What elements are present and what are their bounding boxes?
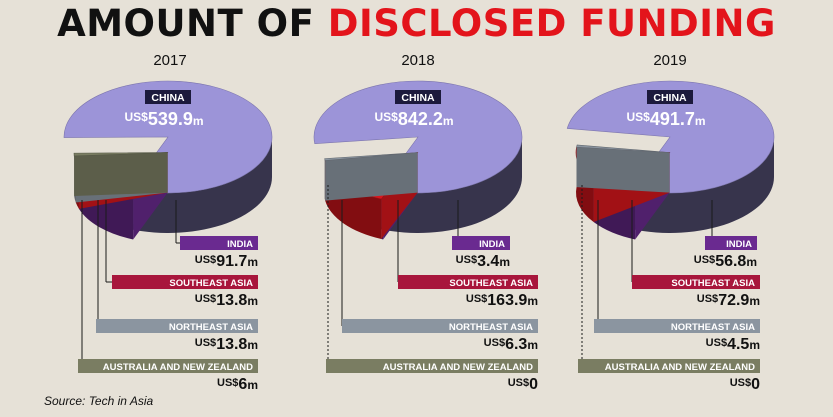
label-box-northeast-asia	[594, 319, 760, 333]
slice-side-china	[379, 137, 522, 233]
label-india: INDIA	[726, 239, 752, 250]
slice-northeast-asia	[324, 152, 418, 161]
slice-china	[63, 80, 273, 194]
slice-china	[566, 80, 775, 194]
slice-wall-northeast-asia	[576, 147, 670, 193]
value-southeast-asia: US$13.8m	[195, 292, 258, 309]
label-box-india	[180, 236, 258, 250]
label-box-anz	[78, 359, 258, 373]
label-box-china	[145, 90, 191, 104]
value-india: US$3.4m	[456, 253, 510, 270]
value-anz: US$0	[508, 376, 538, 393]
value-northeast-asia: US$6.3m	[484, 336, 538, 353]
pie-chart-2017: CHINA US$539.9m INDIA US$91.7m SOUTHEAST ASI…	[63, 80, 273, 393]
label-india: INDIA	[227, 239, 253, 250]
chart-title: AMOUNT OF DISCLOSED FUNDING	[0, 2, 833, 45]
value-northeast-asia: US$13.8m	[195, 336, 258, 353]
year-label-2017: 2017	[153, 52, 187, 69]
slice-anz	[73, 152, 168, 157]
slice-northeast-asia	[576, 144, 670, 153]
label-box-india	[705, 236, 757, 250]
pie-chart-2019: CHINA US$491.7m INDIA US$56.8m SOUTHEAST ASI…	[566, 80, 775, 393]
value-china: US$539.9m	[124, 109, 203, 129]
label-china: CHINA	[653, 92, 687, 104]
value-anz: US$0	[730, 376, 760, 393]
label-southeast-asia: SOUTHEAST ASIA	[169, 278, 253, 289]
source-note: Source: Tech in Asia	[44, 394, 154, 408]
slice-wall-northeast-asia	[325, 152, 418, 201]
label-india: INDIA	[479, 239, 505, 250]
year-label-2018: 2018	[401, 52, 435, 69]
value-northeast-asia: US$4.5m	[706, 336, 760, 353]
value-china: US$491.7m	[626, 109, 705, 129]
label-anz: AUSTRALIA AND NEW ZEALAND	[383, 362, 533, 373]
slice-side-china	[631, 137, 774, 234]
label-box-southeast-asia	[112, 275, 258, 289]
label-box-southeast-asia	[632, 275, 760, 289]
label-china: CHINA	[401, 92, 435, 104]
label-anz: AUSTRALIA AND NEW ZEALAND	[103, 362, 253, 373]
label-box-anz	[326, 359, 538, 373]
label-box-china	[395, 90, 441, 104]
value-southeast-asia: US$163.9m	[466, 292, 538, 309]
slice-side-northeast-asia	[324, 158, 326, 201]
slice-side-china	[129, 137, 272, 234]
label-northeast-asia: NORTHEAST ASIA	[169, 322, 253, 333]
slice-china	[313, 80, 523, 194]
value-china: US$842.2m	[374, 109, 453, 129]
year-label-2019: 2019	[653, 52, 687, 69]
label-northeast-asia: NORTHEAST ASIA	[671, 322, 755, 333]
slice-wall-anz	[74, 152, 168, 196]
label-southeast-asia: SOUTHEAST ASIA	[671, 278, 755, 289]
label-box-northeast-asia	[96, 319, 258, 333]
label-southeast-asia: SOUTHEAST ASIA	[449, 278, 533, 289]
value-anz: US$6m	[217, 376, 258, 393]
label-anz: AUSTRALIA AND NEW ZEALAND	[605, 362, 755, 373]
label-box-india	[452, 236, 510, 250]
label-northeast-asia: NORTHEAST ASIA	[449, 322, 533, 333]
label-box-anz	[578, 359, 760, 373]
title-part-2: DISCLOSED FUNDING	[327, 2, 776, 45]
value-southeast-asia: US$72.9m	[697, 292, 760, 309]
label-china: CHINA	[151, 92, 185, 104]
value-india: US$91.7m	[195, 253, 258, 270]
label-box-china	[647, 90, 693, 104]
label-box-northeast-asia	[342, 319, 538, 333]
pie-chart-2018: CHINA US$842.2m INDIA US$3.4m SOUTHEAST ASIA…	[313, 80, 538, 393]
label-box-southeast-asia	[398, 275, 538, 289]
title-part-1: AMOUNT OF	[57, 2, 315, 45]
value-india: US$56.8m	[694, 253, 757, 270]
